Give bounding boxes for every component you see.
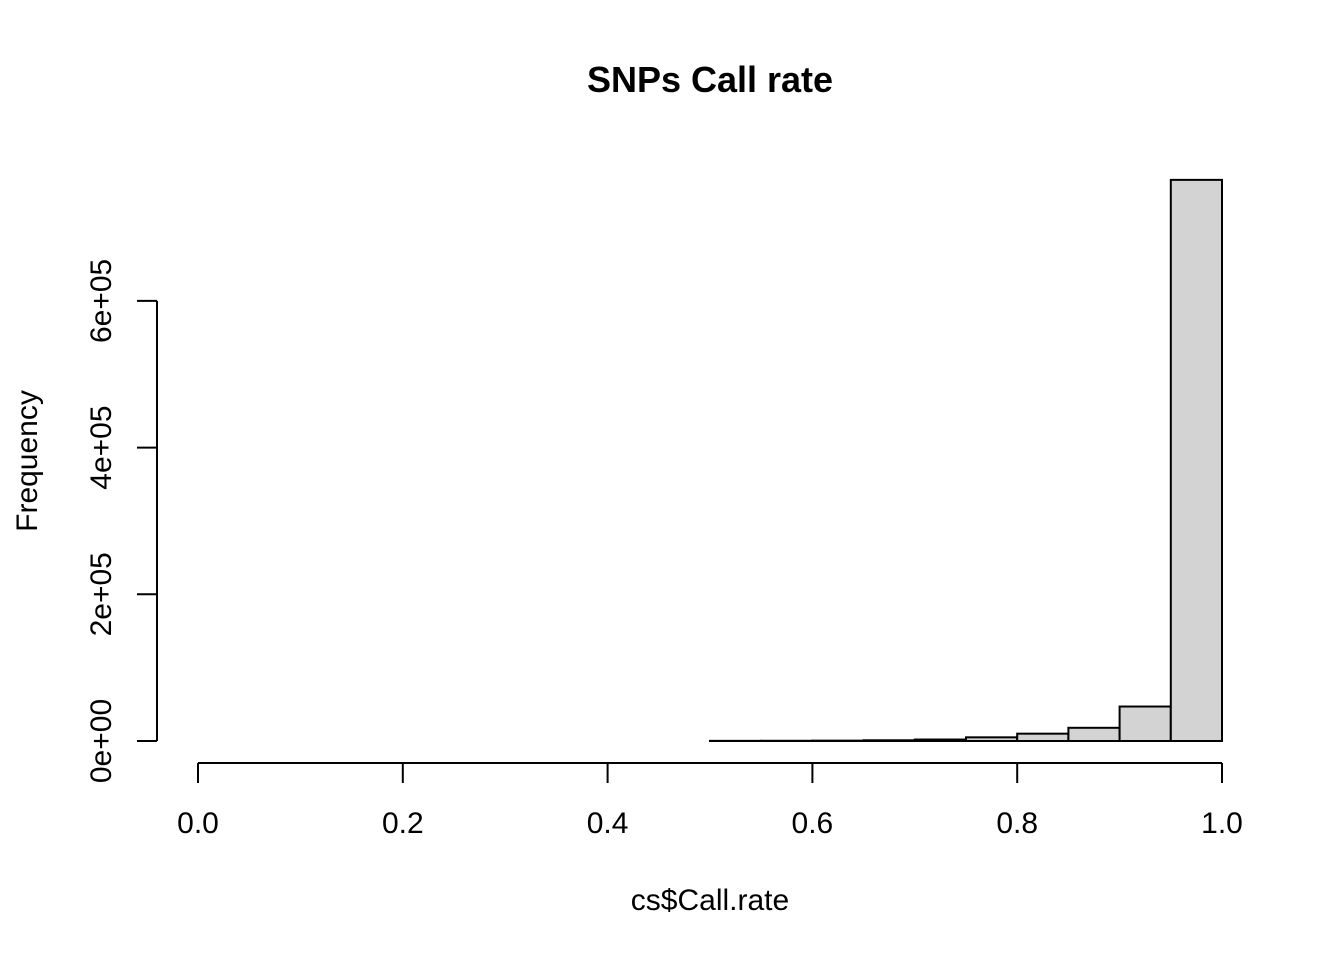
y-axis: 0e+00 2e+05 4e+05 6e+05 bbox=[85, 259, 158, 783]
x-tick-label: 0.6 bbox=[792, 807, 834, 840]
x-tick-label: 0.4 bbox=[587, 807, 629, 840]
histogram-bar bbox=[862, 739, 916, 742]
x-axis-label: cs$Call.rate bbox=[631, 884, 789, 917]
y-axis-label: Frequency bbox=[11, 390, 44, 532]
y-tick-label: 6e+05 bbox=[85, 259, 118, 343]
chart-title: SNPs Call rate bbox=[587, 59, 833, 100]
histogram-bar bbox=[1016, 732, 1070, 742]
histogram-bar bbox=[965, 736, 1019, 743]
y-tick-label: 2e+05 bbox=[85, 552, 118, 636]
x-tick-label: 1.0 bbox=[1201, 807, 1243, 840]
x-tick-label: 0.8 bbox=[996, 807, 1038, 840]
x-tick-label: 0.0 bbox=[177, 807, 219, 840]
histogram-bar bbox=[1067, 726, 1121, 742]
histogram-bars bbox=[709, 178, 1224, 743]
histogram-bar bbox=[1169, 178, 1224, 742]
histogram-bar bbox=[913, 738, 967, 743]
x-axis: 0.0 0.2 0.4 0.6 0.8 1.0 bbox=[177, 762, 1243, 840]
histogram-bar bbox=[1118, 705, 1172, 743]
y-tick-label: 4e+05 bbox=[85, 405, 118, 489]
y-tick-label: 0e+00 bbox=[85, 699, 118, 783]
x-tick-label: 0.2 bbox=[382, 807, 424, 840]
